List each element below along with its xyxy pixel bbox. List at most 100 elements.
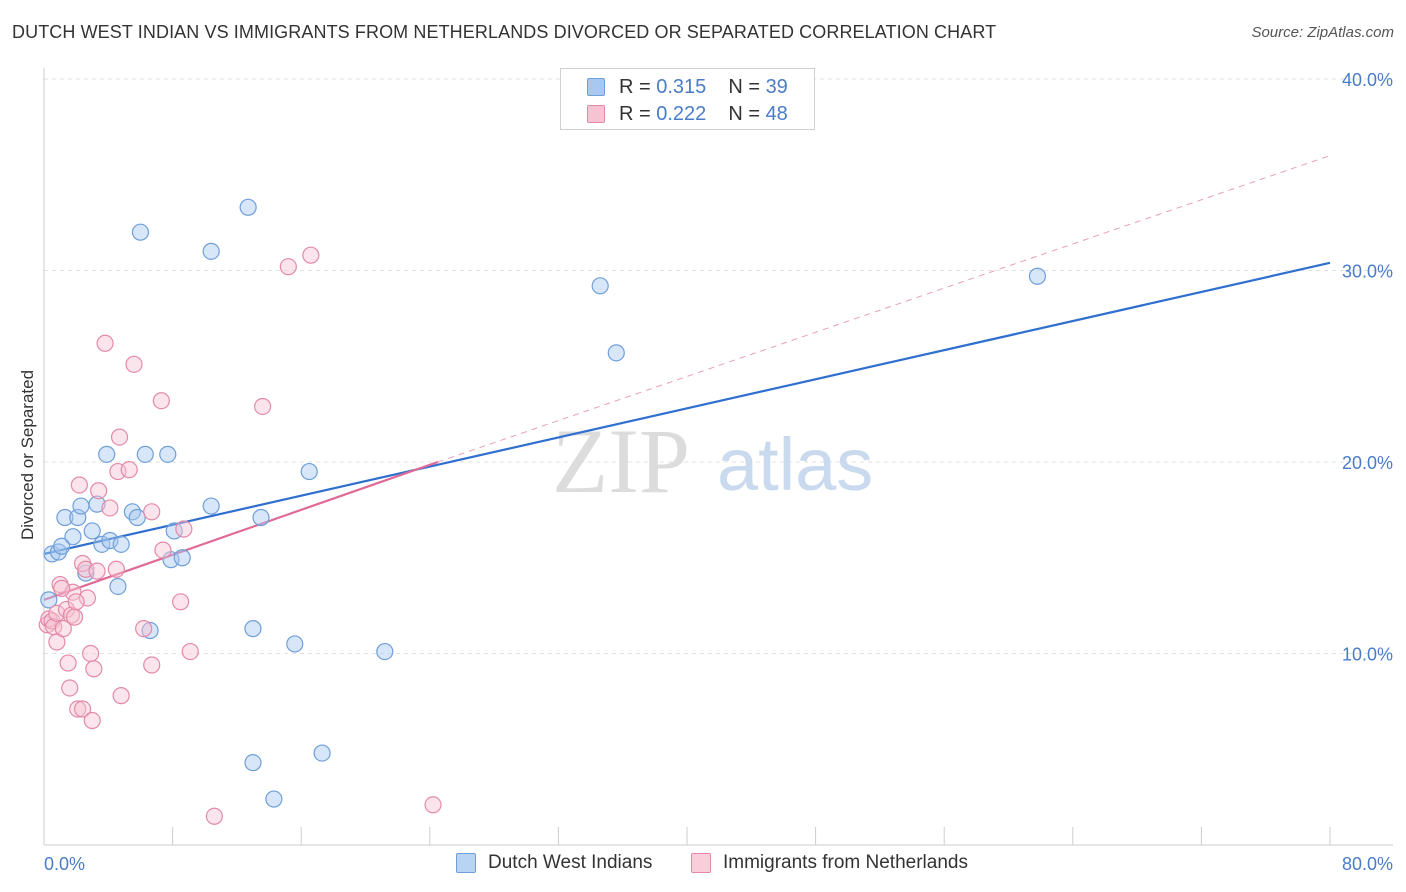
- point-dutch-west-indians: [53, 537, 71, 555]
- legend-swatch-blue: [587, 78, 605, 96]
- point-immigrants-netherlands: [107, 560, 125, 578]
- point-dutch-west-indians: [202, 242, 220, 260]
- watermark-zip: ZIP: [552, 410, 690, 512]
- correlation-legend: R = 0.315 N = 39 R = 0.222 N = 48: [560, 68, 815, 130]
- series-swatch-pink: [691, 853, 711, 873]
- point-immigrants-netherlands: [96, 334, 114, 352]
- trend-line-immigrants-netherlands: [43, 460, 439, 601]
- point-immigrants-netherlands: [125, 355, 143, 373]
- point-dutch-west-indians: [376, 642, 394, 661]
- point-immigrants-netherlands: [175, 520, 193, 538]
- y-tick-label: 40.0%: [1342, 70, 1393, 90]
- point-immigrants-netherlands: [302, 246, 320, 264]
- point-immigrants-netherlands: [78, 589, 97, 607]
- point-immigrants-netherlands: [135, 620, 153, 638]
- point-immigrants-netherlands: [48, 604, 66, 622]
- point-dutch-west-indians: [159, 445, 177, 463]
- point-dutch-west-indians: [40, 591, 58, 609]
- chart-title: DUTCH WEST INDIAN VS IMMIGRANTS FROM NET…: [12, 22, 997, 42]
- point-dutch-west-indians: [265, 790, 283, 808]
- point-dutch-west-indians: [244, 620, 262, 638]
- point-immigrants-netherlands: [59, 654, 77, 672]
- watermark-atlas: atlas: [717, 423, 873, 506]
- point-immigrants-netherlands: [143, 503, 161, 521]
- legend-row-dutch-west-indians: R = 0.315 N = 39: [587, 74, 788, 100]
- point-dutch-west-indians: [93, 535, 111, 553]
- point-immigrants-netherlands: [424, 796, 442, 814]
- point-immigrants-netherlands: [205, 807, 223, 825]
- series-legend: Dutch West Indians Immigrants from Nethe…: [0, 852, 1406, 878]
- points-layer: [38, 198, 1047, 825]
- series-legend-immigrants-netherlands[interactable]: Immigrants from Netherlands: [691, 852, 968, 874]
- point-immigrants-netherlands: [70, 476, 88, 494]
- point-dutch-west-indians: [252, 508, 270, 527]
- legend-n-label: N =: [728, 102, 760, 125]
- point-dutch-west-indians: [173, 549, 191, 567]
- point-dutch-west-indians: [109, 577, 127, 596]
- point-immigrants-netherlands: [64, 583, 82, 601]
- point-immigrants-netherlands: [82, 644, 100, 663]
- series-legend-dutch-west-indians[interactable]: Dutch West Indians: [456, 852, 652, 874]
- trend-extension-immigrants-netherlands: [437, 155, 1331, 463]
- point-dutch-west-indians: [72, 497, 90, 515]
- point-dutch-west-indians: [591, 277, 609, 295]
- point-dutch-west-indians: [136, 445, 154, 463]
- point-immigrants-netherlands: [112, 687, 130, 705]
- watermark: ZIP atlas: [552, 410, 873, 512]
- point-immigrants-netherlands: [254, 397, 272, 416]
- point-dutch-west-indians: [83, 522, 101, 540]
- y-tick-label: 10.0%: [1342, 645, 1393, 665]
- point-immigrants-netherlands: [85, 660, 103, 678]
- legend-r-value: 0.315: [656, 75, 707, 98]
- point-dutch-west-indians: [141, 621, 159, 640]
- point-immigrants-netherlands: [73, 700, 92, 718]
- point-dutch-west-indians: [98, 445, 116, 463]
- legend-r-label: R =: [619, 102, 651, 125]
- x-tick-label: 0.0%: [44, 854, 85, 874]
- point-immigrants-netherlands: [152, 392, 170, 410]
- point-immigrants-netherlands: [53, 579, 71, 597]
- tick-label-layer: 10.0% 20.0% 30.0% 40.0% 0.0% 80.0%: [44, 70, 1393, 874]
- point-immigrants-netherlands: [61, 679, 79, 697]
- point-dutch-west-indians: [64, 528, 82, 546]
- grid-layer: [44, 78, 1393, 654]
- point-dutch-west-indians: [607, 344, 625, 362]
- point-dutch-west-indians: [286, 635, 304, 653]
- series-legend-label: Dutch West Indians: [488, 852, 653, 873]
- point-immigrants-netherlands: [69, 700, 87, 718]
- point-immigrants-netherlands: [65, 608, 84, 626]
- legend-r-label: R =: [619, 75, 651, 98]
- point-dutch-west-indians: [88, 495, 106, 513]
- series-legend-label: Immigrants from Netherlands: [723, 852, 968, 873]
- point-immigrants-netherlands: [172, 593, 190, 611]
- point-dutch-west-indians: [300, 462, 318, 481]
- point-immigrants-netherlands: [143, 656, 161, 674]
- point-dutch-west-indians: [313, 744, 331, 762]
- point-immigrants-netherlands: [83, 711, 101, 730]
- point-immigrants-netherlands: [181, 642, 199, 661]
- y-tick-label: 30.0%: [1342, 262, 1393, 282]
- x-tick-label: 80.0%: [1342, 854, 1393, 874]
- point-dutch-west-indians: [112, 535, 130, 553]
- point-dutch-west-indians: [131, 223, 150, 241]
- legend-row-immigrants-netherlands: R = 0.222 N = 48: [587, 101, 788, 127]
- trend-line-dutch-west-indians: [43, 261, 1331, 555]
- point-immigrants-netherlands: [90, 482, 108, 500]
- point-dutch-west-indians: [56, 508, 74, 527]
- point-immigrants-netherlands: [110, 428, 129, 446]
- legend-n-label: N =: [728, 75, 760, 98]
- y-axis-label: Divorced or Separated: [18, 369, 37, 541]
- point-immigrants-netherlands: [154, 541, 172, 559]
- series-swatch-blue: [456, 853, 476, 873]
- source-label: Source: ZipAtlas.com: [1251, 24, 1394, 41]
- point-dutch-west-indians: [239, 198, 257, 216]
- point-dutch-west-indians: [101, 531, 119, 550]
- point-immigrants-netherlands: [88, 562, 106, 580]
- trend-layer: [43, 155, 1331, 601]
- point-immigrants-netherlands: [279, 258, 297, 276]
- legend-n-value: 48: [765, 102, 788, 125]
- point-immigrants-netherlands: [120, 461, 138, 479]
- y-tick-label: 20.0%: [1342, 453, 1393, 473]
- point-immigrants-netherlands: [67, 593, 85, 611]
